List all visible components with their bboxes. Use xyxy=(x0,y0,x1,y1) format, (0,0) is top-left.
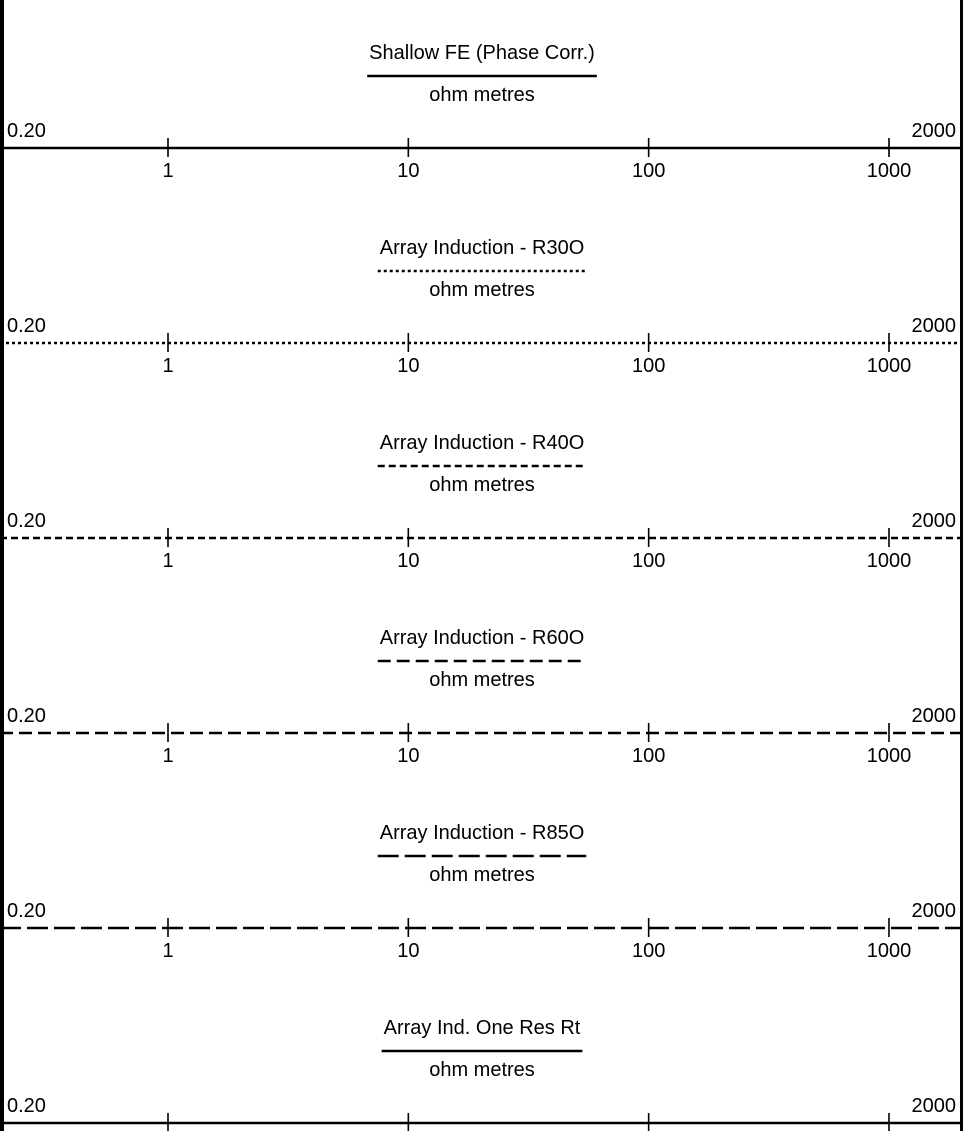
scale-tick-label: 100 xyxy=(632,355,665,377)
scale-min-label: 0.20 xyxy=(7,315,46,337)
track-title: Array Ind. One Res Rt xyxy=(384,1017,581,1039)
track-unit: ohm metres xyxy=(429,1059,535,1081)
scale-min-label: 0.20 xyxy=(7,705,46,727)
track-unit: ohm metres xyxy=(429,474,535,496)
scale-tick-label: 1000 xyxy=(867,550,912,572)
scale-tick-label: 1000 xyxy=(867,940,912,962)
scale-tick-label: 1 xyxy=(162,745,173,767)
track-title: Shallow FE (Phase Corr.) xyxy=(369,42,595,64)
track-title: Array Induction - R60O xyxy=(380,627,585,649)
track-unit: ohm metres xyxy=(429,84,535,106)
scale-max-label: 2000 xyxy=(912,510,957,532)
track-title: Array Induction - R85O xyxy=(380,822,585,844)
scale-max-label: 2000 xyxy=(912,315,957,337)
scale-tick-label: 1000 xyxy=(867,160,912,182)
scale-min-label: 0.20 xyxy=(7,120,46,142)
scale-tick-label: 1000 xyxy=(867,745,912,767)
scale-tick-label: 100 xyxy=(632,745,665,767)
track-header: Array Ind. One Res Rt ohm metres 0.20 2000 xyxy=(0,1017,963,1131)
scale-max-label: 2000 xyxy=(912,120,957,142)
scale-tick-label: 1 xyxy=(162,355,173,377)
scale-tick-label: 10 xyxy=(397,160,419,182)
scale-tick-label: 100 xyxy=(632,940,665,962)
track-title: Array Induction - R30O xyxy=(380,237,585,259)
scale-min-label: 0.20 xyxy=(7,900,46,922)
track-unit: ohm metres xyxy=(429,279,535,301)
track-header: Array Induction - R40O ohm metres 0.20 2000… xyxy=(0,432,963,572)
scale-tick-label: 10 xyxy=(397,355,419,377)
track-unit: ohm metres xyxy=(429,864,535,886)
scale-min-label: 0.20 xyxy=(7,510,46,532)
scale-tick-label: 100 xyxy=(632,160,665,182)
scale-max-label: 2000 xyxy=(912,1095,957,1117)
scale-tick-label: 100 xyxy=(632,550,665,572)
track-unit: ohm metres xyxy=(429,669,535,691)
scale-tick-label: 10 xyxy=(397,745,419,767)
scale-min-label: 0.20 xyxy=(7,1095,46,1117)
scale-max-label: 2000 xyxy=(912,900,957,922)
scale-tick-label: 10 xyxy=(397,550,419,572)
track-header: Shallow FE (Phase Corr.) ohm metres 0.20 20… xyxy=(0,42,963,182)
track-header: Array Induction - R60O ohm metres 0.20 2000… xyxy=(0,627,963,767)
scale-tick-label: 1 xyxy=(162,160,173,182)
scale-tick-label: 1 xyxy=(162,550,173,572)
scale-tick-label: 1000 xyxy=(867,355,912,377)
track-header: Array Induction - R85O ohm metres 0.20 2000… xyxy=(0,822,963,962)
scale-max-label: 2000 xyxy=(912,705,957,727)
scale-tick-label: 10 xyxy=(397,940,419,962)
track-title: Array Induction - R40O xyxy=(380,432,585,454)
scale-tick-label: 1 xyxy=(162,940,173,962)
track-header: Array Induction - R30O ohm metres 0.20 2000… xyxy=(0,237,963,377)
